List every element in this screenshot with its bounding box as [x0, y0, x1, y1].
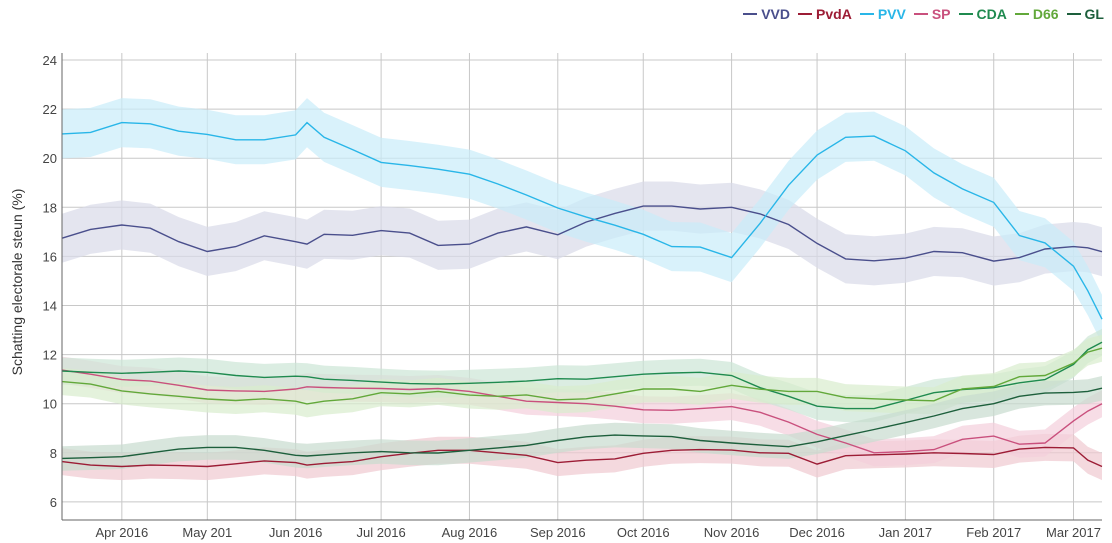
x-tick-label: Jul 2016 — [357, 525, 406, 540]
y-tick-label: 14 — [43, 299, 57, 314]
x-tick-label: Jan 2017 — [879, 525, 933, 540]
legend-swatch — [958, 13, 973, 15]
line-vvd — [61, 205, 1103, 262]
legend-item-d66[interactable]: D66 — [1014, 6, 1059, 22]
legend-label: PvdA — [816, 6, 852, 22]
y-axis-label: Schatting electorale steun (%) — [9, 189, 25, 376]
legend-item-pvv[interactable]: PVV — [859, 6, 906, 22]
legend-swatch — [743, 13, 758, 15]
legend-swatch — [1014, 13, 1029, 15]
x-tick-label: Oct 2016 — [617, 525, 670, 540]
y-tick-label: 22 — [43, 102, 57, 117]
legend-label: VVD — [761, 6, 791, 22]
legend-label: D66 — [1032, 6, 1059, 22]
legend-swatch — [1066, 13, 1081, 15]
line-pvda — [61, 446, 1103, 468]
y-tick-label: 12 — [43, 348, 57, 363]
legend-item-cda[interactable]: CDA — [958, 6, 1007, 22]
legend-swatch — [798, 13, 813, 15]
y-tick-label: 10 — [43, 397, 57, 412]
x-tick-label: Aug 2016 — [442, 525, 498, 540]
legend: VVD PvdA PVV SP CDA D66 GL — [743, 6, 1104, 22]
y-tick-label: 18 — [43, 200, 57, 215]
x-tick-label: Apr 2016 — [95, 525, 148, 540]
legend-item-vvd[interactable]: VVD — [743, 6, 790, 22]
x-tick-label: Nov 2016 — [704, 525, 760, 540]
y-tick-label: 16 — [43, 249, 57, 264]
legend-item-pvda[interactable]: PvdA — [798, 6, 852, 22]
line-d66 — [61, 347, 1103, 405]
band-gl — [62, 376, 1102, 471]
y-tick-label: 20 — [43, 151, 57, 166]
x-tick-label: Dec 2016 — [789, 525, 845, 540]
line-pvv — [61, 121, 1103, 320]
legend-swatch — [859, 13, 874, 15]
legend-item-gl[interactable]: GL — [1066, 6, 1104, 22]
legend-label: GL — [1084, 6, 1104, 22]
legend-label: PVV — [877, 6, 906, 22]
x-tick-label: Sep 2016 — [530, 525, 586, 540]
x-tick-label: Mar 2017 — [1046, 525, 1101, 540]
line-sp — [61, 369, 1103, 454]
x-tick-label: May 201 — [182, 525, 232, 540]
line-cda — [61, 341, 1103, 410]
series-lines — [61, 121, 1103, 468]
y-tick-label: 24 — [43, 53, 57, 68]
legend-swatch — [913, 13, 928, 15]
axes: 6 8 10 12 14 16 18 20 22 24 Apr 2016 May 201 Jun 201… — [43, 53, 1102, 540]
confidence-bands — [62, 98, 1102, 481]
legend-label: SP — [931, 6, 951, 22]
y-tick-label: 6 — [50, 495, 57, 510]
x-tick-label: Feb 2017 — [966, 525, 1021, 540]
line-gl — [61, 387, 1103, 460]
legend-item-sp[interactable]: SP — [913, 6, 951, 22]
x-tick-label: Jun 2016 — [269, 525, 323, 540]
band-pvv — [62, 98, 1102, 344]
legend-label: CDA — [976, 6, 1007, 22]
y-tick-label: 8 — [50, 446, 57, 461]
